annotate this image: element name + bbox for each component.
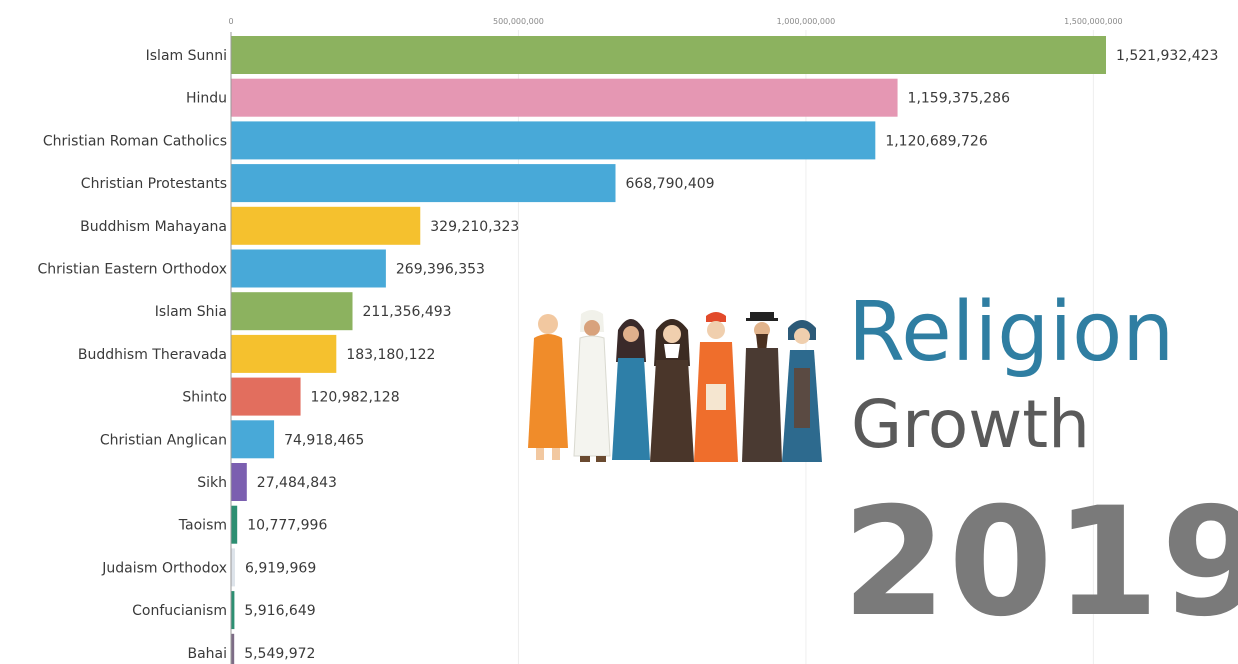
value-label: 1,159,375,286 xyxy=(908,91,1011,107)
value-label: 5,916,649 xyxy=(244,603,315,619)
x-axis-ticks: 0 500,000,000 1,000,000,000 1,500,000,000 xyxy=(228,17,1122,26)
x-tick-label: 0 xyxy=(228,17,233,26)
monk-figure xyxy=(528,314,568,460)
category-label: Islam Sunni xyxy=(146,48,227,64)
category-label: Christian Protestants xyxy=(81,176,227,192)
x-tick-label: 1,500,000,000 xyxy=(1064,17,1123,26)
bar xyxy=(231,206,421,245)
category-label: Sikh xyxy=(197,475,227,491)
category-label: Islam Shia xyxy=(155,304,227,320)
value-label: 1,521,932,423 xyxy=(1116,48,1218,64)
category-label: Shinto xyxy=(182,390,227,406)
value-labels: 1,521,932,423 1,159,375,286 1,120,689,726 6… xyxy=(244,48,1218,662)
x-tick-label: 1,000,000,000 xyxy=(777,17,836,26)
category-label: Judaism Orthodox xyxy=(101,560,227,576)
bar xyxy=(231,78,898,117)
value-label: 5,549,972 xyxy=(244,646,315,662)
bonnet-woman-figure xyxy=(782,320,822,462)
value-label: 27,484,843 xyxy=(257,475,337,491)
cardinal-figure xyxy=(694,312,738,462)
category-labels: Islam Sunni Hindu Christian Roman Catholic… xyxy=(37,48,227,662)
rabbi-figure xyxy=(742,312,782,462)
bar xyxy=(231,463,247,501)
bar xyxy=(231,505,238,544)
category-label: Christian Anglican xyxy=(100,432,227,448)
value-label: 329,210,323 xyxy=(430,219,519,235)
chart-title: Religion xyxy=(848,285,1175,380)
category-label: Confucianism xyxy=(132,603,227,619)
bar xyxy=(231,548,235,587)
bars xyxy=(231,36,1106,664)
value-label: 1,120,689,726 xyxy=(885,133,988,149)
value-label: 120,982,128 xyxy=(311,390,400,406)
category-label: Buddhism Mahayana xyxy=(80,219,227,235)
value-label: 74,918,465 xyxy=(284,432,364,448)
value-label: 269,396,353 xyxy=(396,262,485,278)
bar xyxy=(231,591,235,630)
bar xyxy=(231,36,1106,74)
value-label: 668,790,409 xyxy=(626,176,715,192)
year-label: 2019 xyxy=(842,476,1238,650)
category-label: Bahai xyxy=(187,646,227,662)
religious-people-illustration xyxy=(518,308,830,468)
value-label: 183,180,122 xyxy=(346,347,435,363)
category-label: Christian Eastern Orthodox xyxy=(37,262,227,278)
bar xyxy=(231,292,353,331)
bar xyxy=(231,334,337,373)
x-tick-label: 500,000,000 xyxy=(493,17,544,26)
chart-subtitle: Growth xyxy=(851,386,1090,463)
bar xyxy=(231,377,301,416)
category-label: Buddhism Theravada xyxy=(78,347,227,363)
value-label: 211,356,493 xyxy=(363,304,452,320)
nun-figure xyxy=(650,319,694,462)
arab-man-figure xyxy=(573,310,611,462)
value-label: 6,919,969 xyxy=(245,560,316,576)
category-label: Christian Roman Catholics xyxy=(43,133,227,149)
category-label: Taoism xyxy=(178,518,227,534)
bar xyxy=(231,249,386,288)
bar xyxy=(231,164,616,203)
bar xyxy=(231,121,876,160)
hijab-woman-figure xyxy=(612,319,650,460)
value-label: 10,777,996 xyxy=(247,518,327,534)
category-label: Hindu xyxy=(186,91,227,107)
bar xyxy=(231,633,235,664)
bar xyxy=(231,420,275,459)
